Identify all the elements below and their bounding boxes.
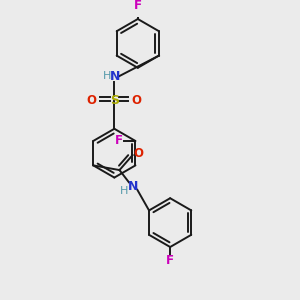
Text: F: F [115,134,123,148]
Text: H: H [120,186,128,196]
Text: S: S [110,94,119,107]
Text: O: O [87,94,97,107]
Text: O: O [133,147,143,160]
Text: H: H [103,71,111,81]
Text: O: O [132,94,142,107]
Text: N: N [128,181,138,194]
Text: F: F [166,254,174,267]
Text: N: N [110,70,121,83]
Text: F: F [134,0,142,12]
